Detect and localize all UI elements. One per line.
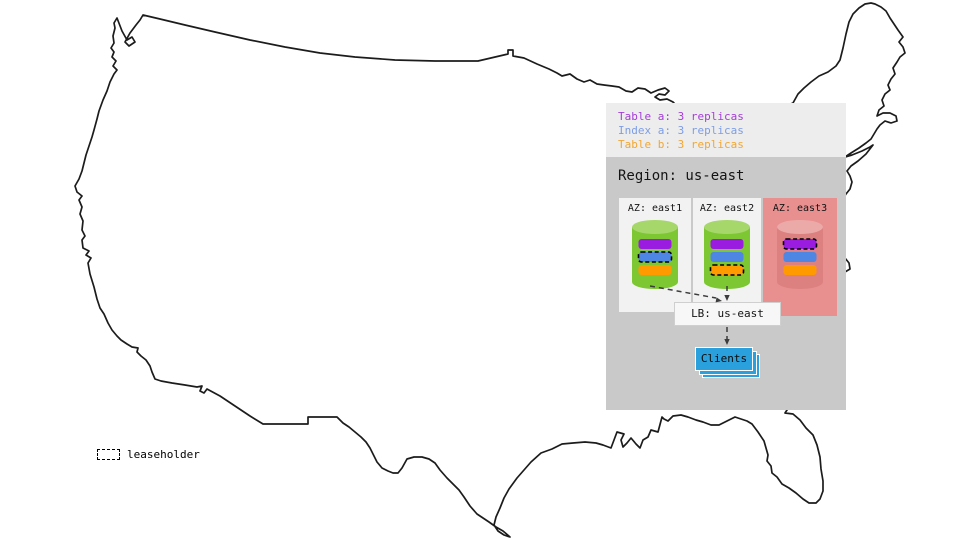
az-east3-label: AZ: east3: [772, 203, 828, 214]
clients-stack: Clients: [695, 347, 761, 380]
replica-table-b: [638, 265, 672, 275]
leaseholder-swatch-icon: [97, 449, 120, 460]
az-east2: AZ: east2: [693, 198, 761, 312]
replica-table-a-leaseholder: [782, 238, 818, 250]
replica-table-b: [783, 265, 817, 275]
replica-table-a: [710, 239, 744, 249]
database-cylinder-icon: [704, 220, 750, 289]
legend-item-table-b: Table b: 3 replicas: [618, 138, 744, 151]
database-cylinder-icon: [632, 220, 678, 289]
leaseholder-legend-label: leaseholder: [127, 448, 200, 461]
az-east2-label: AZ: east2: [699, 203, 755, 214]
legend-item-table-a: Table a: 3 replicas: [618, 110, 744, 123]
az-east1-label: AZ: east1: [627, 203, 683, 214]
load-balancer-box: LB: us-east: [674, 302, 781, 326]
replica-index-a-leaseholder: [637, 251, 673, 263]
replica-index-a: [710, 252, 744, 262]
replica-legend: Table a: 3 replicas Index a: 3 replicas …: [606, 103, 846, 157]
legend-item-index-a: Index a: 3 replicas: [618, 124, 744, 137]
cylinder-top: [777, 220, 823, 234]
replica-table-a: [638, 239, 672, 249]
replica-index-a: [783, 252, 817, 262]
region-title: Region: us-east: [618, 168, 745, 184]
cylinder-top: [704, 220, 750, 234]
cylinder-top: [632, 220, 678, 234]
az-east1: AZ: east1: [619, 198, 691, 312]
database-cylinder-icon: [777, 220, 823, 289]
clients-box: Clients: [695, 347, 753, 371]
replica-table-b-leaseholder: [709, 264, 745, 276]
az-east3: AZ: east3: [763, 198, 837, 316]
leaseholder-legend: leaseholder: [97, 448, 200, 461]
